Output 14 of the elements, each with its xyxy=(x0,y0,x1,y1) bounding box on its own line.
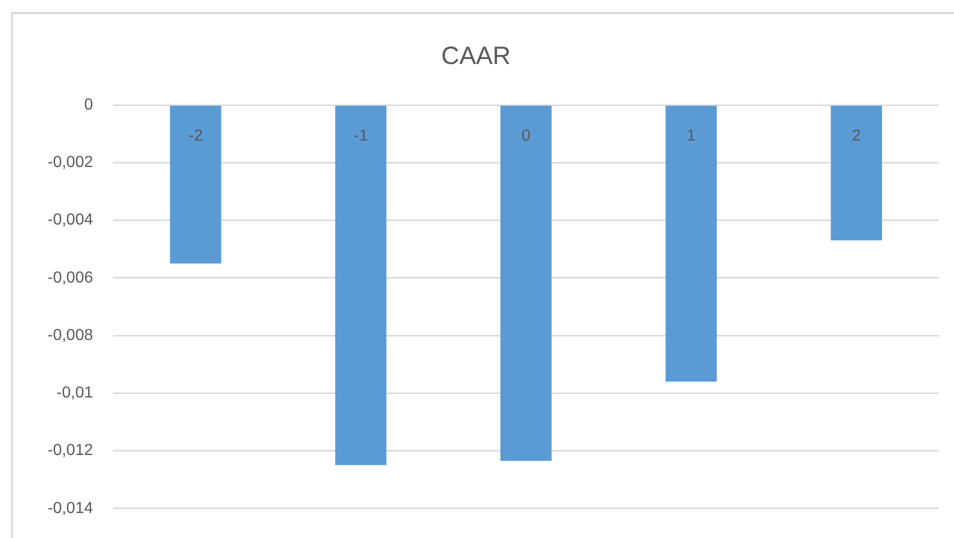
y-tick-label: -0,008 xyxy=(48,326,94,344)
y-tick-label: -0,012 xyxy=(48,442,94,460)
x-tick-label: -1 xyxy=(354,127,368,144)
y-tick-label: 0 xyxy=(84,96,94,114)
x-tick-label: 1 xyxy=(686,127,696,144)
x-tick-label: 2 xyxy=(852,127,861,144)
x-tick-label: 0 xyxy=(522,127,531,144)
y-tick-label: -0,01 xyxy=(56,384,94,402)
y-tick-label: -0,006 xyxy=(48,269,94,286)
y-tick-label: -0,004 xyxy=(48,212,94,229)
x-tick-label: -2 xyxy=(188,127,203,144)
y-tick-label: -0,014 xyxy=(48,500,94,517)
y-tick-label: -0,002 xyxy=(48,154,94,172)
chart-title: CAAR xyxy=(441,42,511,70)
